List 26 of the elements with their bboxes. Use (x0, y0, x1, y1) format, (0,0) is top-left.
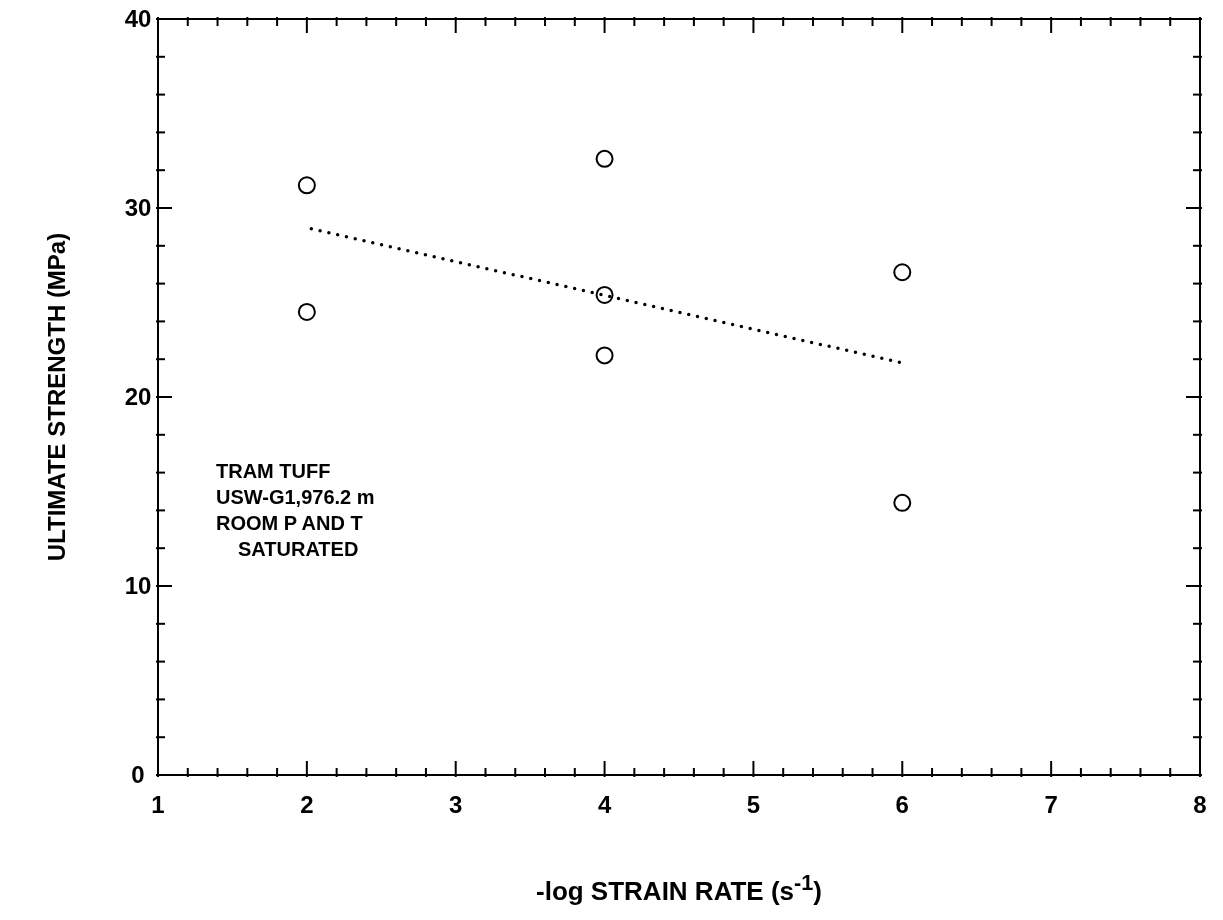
annotation: TRAM TUFF (216, 459, 332, 484)
point (893, 493, 912, 512)
annotation: USW-G1,976.2 m (216, 485, 375, 510)
point (297, 302, 316, 321)
x-tick-label: 6 (895, 791, 909, 818)
annotation: ROOM P AND T (216, 511, 364, 536)
point (297, 176, 316, 195)
y-tick-label: 20 (124, 383, 152, 410)
point (595, 285, 614, 304)
y-tick-label: 10 (124, 572, 152, 599)
x-tick-label: 7 (1044, 791, 1058, 818)
point (595, 149, 614, 168)
y-tick-label: 30 (124, 194, 152, 221)
x-tick-label: 3 (449, 791, 463, 818)
point (595, 346, 614, 365)
annotation: SATURATED (237, 537, 360, 562)
point (893, 263, 912, 282)
x-axis-title: -log STRAIN RATE (s$^{-1}$) (535, 870, 823, 907)
y-tick-label: 0 (131, 761, 145, 788)
x-tick-label: 1 (151, 791, 165, 818)
x-tick-label: 4 (597, 791, 612, 818)
x-tick-label: 5 (746, 791, 761, 818)
x-tick-label: 2 (300, 791, 314, 818)
y-axis-title: ULTIMATE STRENGTH (MPa) (42, 232, 70, 562)
x-tick-label: 8 (1193, 791, 1207, 818)
y-tick-label: 40 (124, 5, 152, 32)
